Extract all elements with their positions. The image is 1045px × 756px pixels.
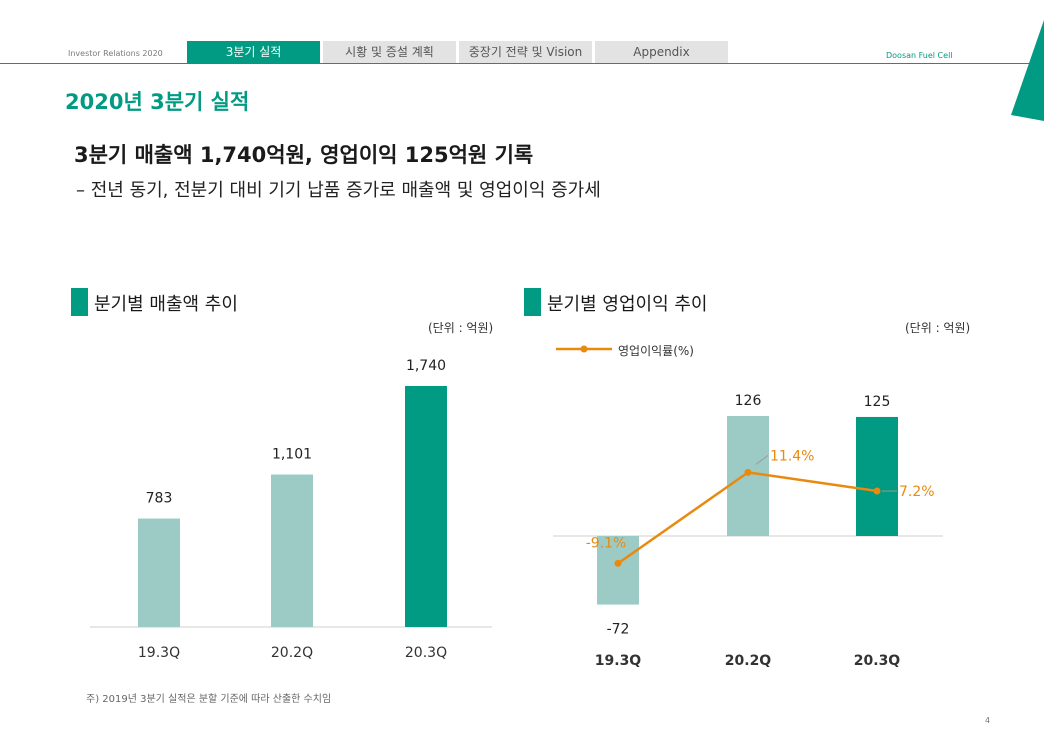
tab-appendix[interactable]: Appendix — [595, 41, 728, 64]
chart1-category-label: 19.3Q — [138, 645, 180, 661]
chart2-margin-point — [873, 487, 881, 495]
chart1-data-label: 1,740 — [406, 358, 446, 374]
chart1-unit: (단위 : 억원) — [428, 321, 494, 335]
chart2-data-label: 125 — [864, 394, 891, 410]
operating-profit-chart: -72 19.3Q 126 20.2Q 125 20.3Q -9.1% 11.4% 7.2% — [553, 393, 943, 669]
chart1-bar — [138, 518, 180, 627]
chart2-data-label: -72 — [607, 622, 630, 638]
ir-label: Investor Relations 2020 — [68, 49, 163, 58]
footnote: 주) 2019년 3분기 실적은 분할 기준에 따라 산출한 수치임 — [86, 694, 332, 705]
chart2-title: 분기별 영업이익 추이 — [547, 294, 708, 315]
chart2-title-marker — [524, 288, 541, 316]
tab-market-expansion[interactable]: 시황 및 증설 계획 — [323, 41, 456, 64]
section-title: 2020년 3분기 실적 — [65, 90, 250, 114]
chart1-bar — [271, 474, 313, 627]
page-number: 4 — [985, 716, 991, 725]
chart1-data-label: 783 — [146, 491, 173, 507]
chart2-margin-label-leader — [755, 454, 769, 465]
chart2-data-label: 126 — [735, 393, 762, 409]
chart1-category-label: 20.2Q — [271, 645, 313, 661]
chart2-margin-label: 7.2% — [899, 484, 935, 500]
chart2-legend-line-icon — [556, 345, 612, 353]
chart2-margin-label: 11.4% — [770, 448, 814, 464]
company-name: Doosan Fuel Cell — [886, 51, 953, 60]
corner-triangle-decoration — [1011, 20, 1044, 121]
headline: 3분기 매출액 1,740억원, 영업이익 125억원 기록 — [74, 143, 534, 167]
chart2-margin-point — [744, 468, 752, 476]
chart1-category-label: 20.3Q — [405, 645, 447, 661]
chart2-margin-label: -9.1% — [586, 535, 627, 551]
chart2-category-label: 20.2Q — [725, 653, 772, 669]
subline: – 전년 동기, 전분기 대비 기기 납품 증가로 매출액 및 영업이익 증가세 — [76, 180, 601, 201]
chart2-category-label: 19.3Q — [595, 653, 642, 669]
chart1-data-label: 1,101 — [272, 447, 312, 463]
chart2-legend-label: 영업이익률(%) — [618, 344, 694, 358]
chart2-bar — [856, 416, 898, 536]
chart2-category-label: 20.3Q — [854, 653, 901, 669]
chart2-bar — [597, 536, 639, 605]
tab-q3-results[interactable]: 3분기 실적 — [187, 41, 320, 64]
chart2-bar — [727, 416, 769, 536]
chart2-unit: (단위 : 억원) — [905, 321, 971, 335]
chart2-margin-point — [614, 559, 622, 567]
chart1-bar — [405, 386, 447, 627]
header-divider — [0, 63, 1030, 64]
chart1-title-marker — [71, 288, 88, 316]
revenue-bar-chart: 783 19.3Q 1,101 20.2Q 1,740 20.3Q — [90, 358, 492, 661]
chart1-title: 분기별 매출액 추이 — [94, 294, 238, 315]
tab-strategy-vision[interactable]: 중장기 전략 및 Vision — [459, 41, 592, 64]
